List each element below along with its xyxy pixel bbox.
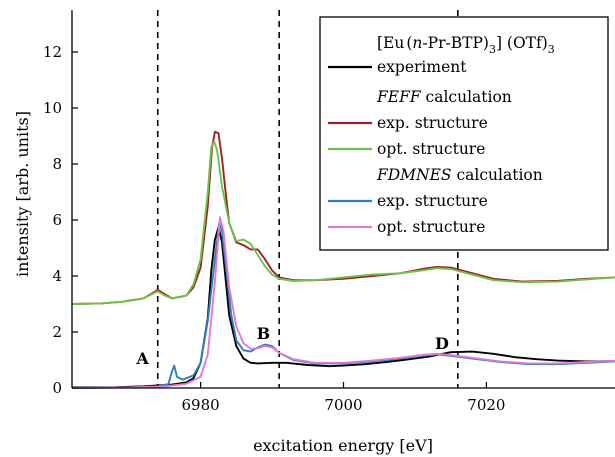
legend-box <box>319 16 609 251</box>
annotation-a: A <box>135 349 149 368</box>
legend-entry-label: opt. structure <box>377 140 485 158</box>
x-tick-label: 7000 <box>324 396 362 414</box>
x-tick-label: 7020 <box>467 396 505 414</box>
series-line-5 <box>71 216 615 389</box>
x-tick-label: 6980 <box>182 396 220 414</box>
y-tick-label: 4 <box>52 267 62 285</box>
series-line-3 <box>71 140 615 305</box>
series-layer <box>71 130 615 389</box>
legend-entry-label: exp. structure <box>377 114 488 132</box>
y-tick-label: 0 <box>52 379 62 397</box>
x-axis-label: excitation energy [eV] <box>253 436 433 455</box>
y-tick-label: 10 <box>43 99 62 117</box>
y-axis-label: intensity [arb. units] <box>13 111 32 277</box>
legend-entries: experiment exp. structure opt. structure ex… <box>328 58 488 236</box>
y-tick-label: 12 <box>43 43 62 61</box>
annotation-b: B <box>257 324 271 343</box>
axes: 6980 7000 7020 0 2 4 6 8 10 12 <box>43 10 615 414</box>
y-tick-label: 2 <box>52 323 62 341</box>
legend-group-feff: FEFF calculation <box>376 88 512 106</box>
legend: [Eu (n-Pr-BTP)3] (OTf)3 FEFF calculation … <box>319 16 609 251</box>
legend-entry-label: experiment <box>377 58 467 76</box>
legend-entry-label: exp. structure <box>377 192 488 210</box>
legend-group-fdmnes: FDMNES calculation <box>376 166 543 184</box>
y-tick-label: 6 <box>52 211 62 229</box>
legend-entry-label: opt. structure <box>377 218 485 236</box>
legend-title: [Eu (n-Pr-BTP)3] (OTf)3 <box>377 34 555 56</box>
annotation-d: D <box>435 334 449 353</box>
y-tick-label: 8 <box>52 155 62 173</box>
annotation-labels: A B D <box>135 324 449 368</box>
